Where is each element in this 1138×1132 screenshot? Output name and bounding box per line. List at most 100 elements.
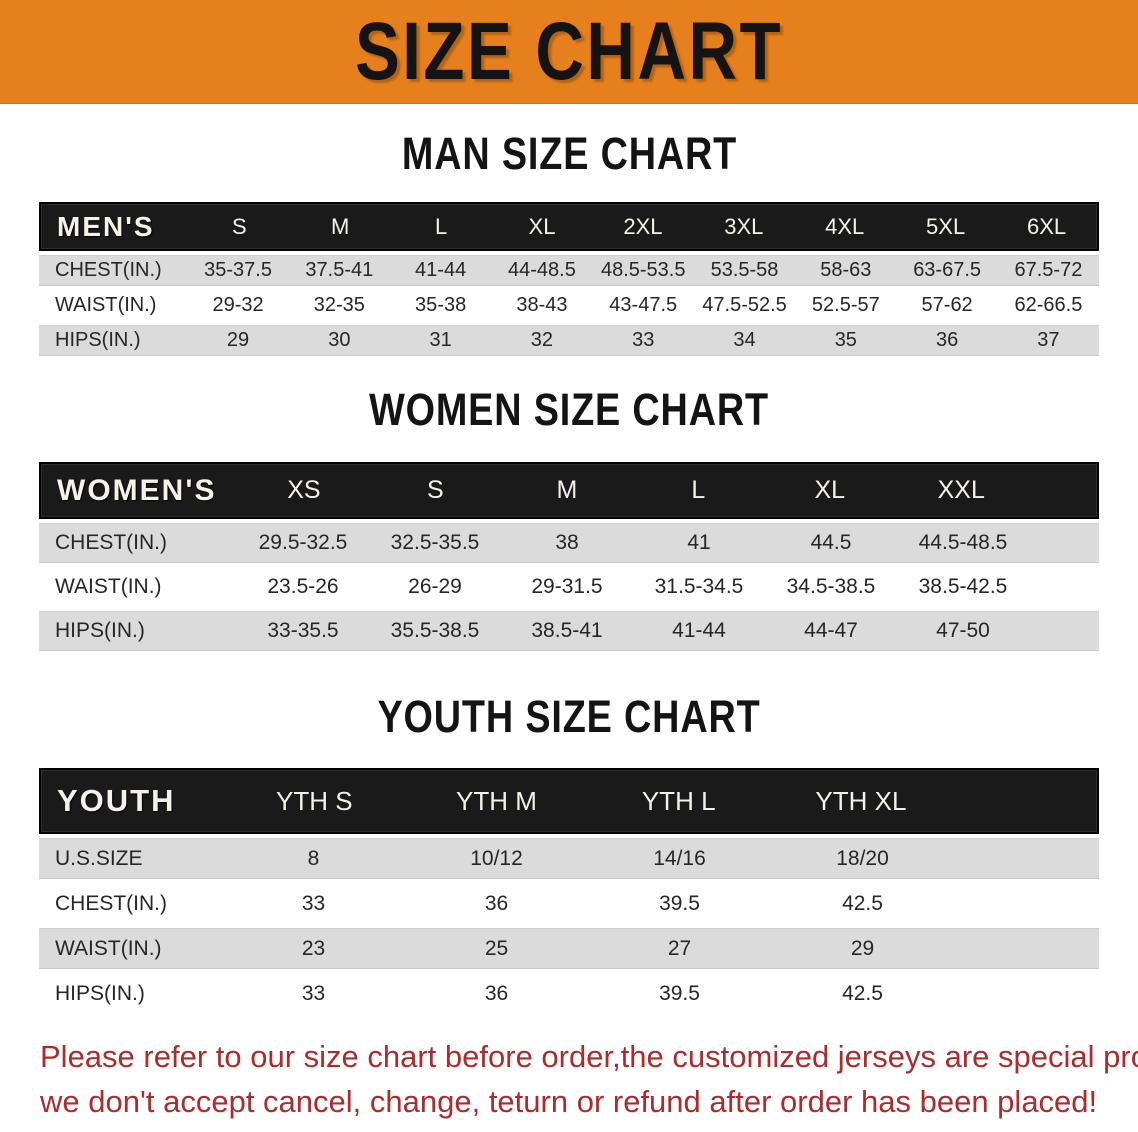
table-cell: 36 xyxy=(484,891,509,915)
table-cell: 14/16 xyxy=(653,846,706,870)
table-cell: 48.5-53.5 xyxy=(600,259,686,281)
table-cell: 44-47 xyxy=(804,619,858,642)
men-size-table: MEN'S S M L XL 2XL 3XL 4XL 5XL 6XL CHEST… xyxy=(39,202,1099,356)
table-cell: 53.5-58 xyxy=(710,259,779,281)
youth-size-table: YOUTH YTH S YTH M YTH L YTH XL U.S.SIZE … xyxy=(39,768,1099,1014)
table-cell: 39.5 xyxy=(659,981,700,1005)
youth-hips-row: HIPS(IN.) 33 36 39.5 42.5 xyxy=(39,973,1099,1014)
table-cell: 8 xyxy=(307,846,320,870)
row-label: U.S.SIZE xyxy=(55,846,143,870)
table-cell: 38.5-41 xyxy=(531,619,603,642)
table-cell: 31.5-34.5 xyxy=(654,575,744,598)
men-section: MAN SIZE CHART MEN'S S M L XL 2XL 3XL 4X… xyxy=(0,128,1138,356)
table-cell: 29 xyxy=(850,936,875,960)
table-cell: 39.5 xyxy=(659,891,700,915)
table-cell: 35-37.5 xyxy=(204,259,272,281)
table-cell: 34.5-38.5 xyxy=(786,575,876,598)
youth-chest-row: CHEST(IN.) 33 36 39.5 42.5 xyxy=(39,883,1099,924)
row-label: HIPS(IN.) xyxy=(55,981,145,1005)
table-cell: 18/20 xyxy=(836,846,889,870)
row-label: HIPS(IN.) xyxy=(55,619,145,642)
row-label: WAIST(IN.) xyxy=(55,936,162,960)
size-col-header: YTH L xyxy=(641,785,716,816)
youth-section: YOUTH SIZE CHART YOUTH YTH S YTH M YTH L… xyxy=(0,691,1138,1014)
table-cell: 32.5-35.5 xyxy=(390,531,480,554)
table-cell: 41-44 xyxy=(672,619,726,642)
table-cell: 44.5 xyxy=(810,531,852,554)
table-cell: 27 xyxy=(667,936,692,960)
row-label: CHEST(IN.) xyxy=(55,531,167,554)
women-table-title: WOMEN'S xyxy=(57,473,217,507)
table-cell: 41-44 xyxy=(415,259,467,281)
row-label: CHEST(IN.) xyxy=(55,259,162,281)
size-col-header: XL xyxy=(528,213,556,239)
women-chest-row: CHEST(IN.) 29.5-32.5 32.5-35.5 38 41 44.… xyxy=(39,523,1099,563)
table-cell: 44-48.5 xyxy=(508,259,576,281)
banner: SIZE CHART xyxy=(0,0,1138,104)
table-cell: 29.5-32.5 xyxy=(258,531,348,554)
table-cell: 47.5-52.5 xyxy=(702,294,787,316)
women-section: WOMEN SIZE CHART WOMEN'S XS S M L XL XXL… xyxy=(0,384,1138,651)
table-cell: 38 xyxy=(555,531,579,554)
women-hips-row: HIPS(IN.) 33-35.5 35.5-38.5 38.5-41 41-4… xyxy=(39,611,1099,651)
size-col-header: XXL xyxy=(937,476,985,504)
notice-line-2: we don't accept cancel, change, teturn o… xyxy=(40,1084,1098,1119)
women-heading-text: WOMEN SIZE CHART xyxy=(369,384,769,435)
women-waist-row: WAIST(IN.) 23.5-26 26-29 29-31.5 31.5-34… xyxy=(39,567,1099,607)
table-cell: 10/12 xyxy=(470,846,523,870)
table-cell: 31 xyxy=(429,329,452,351)
table-cell: 37.5-41 xyxy=(305,259,374,281)
table-cell: 35.5-38.5 xyxy=(390,619,480,642)
youth-heading-text: YOUTH SIZE CHART xyxy=(377,691,761,742)
size-col-header: S xyxy=(231,213,247,239)
women-size-table: WOMEN'S XS S M L XL XXL CHEST(IN.) 29.5-… xyxy=(39,462,1099,651)
table-cell: 29-32 xyxy=(212,294,264,316)
size-col-header: XL xyxy=(814,476,846,504)
size-col-header: 4XL xyxy=(825,213,865,239)
table-cell: 36 xyxy=(935,329,959,351)
size-col-header: L xyxy=(691,476,706,504)
row-label: CHEST(IN.) xyxy=(55,891,167,915)
table-cell: 30 xyxy=(328,329,351,351)
size-col-header: 5XL xyxy=(926,213,966,239)
table-cell: 52.5-57 xyxy=(811,294,880,316)
table-cell: 29 xyxy=(226,329,250,351)
table-cell: 33 xyxy=(301,891,326,915)
men-heading: MAN SIZE CHART xyxy=(0,128,1138,180)
table-cell: 35-38 xyxy=(415,294,467,316)
youth-table-title: YOUTH xyxy=(57,783,176,818)
women-table-header-row: WOMEN'S XS S M L XL XXL xyxy=(39,462,1099,519)
table-cell: 33-35.5 xyxy=(267,619,339,642)
table-cell: 29-31.5 xyxy=(531,575,603,598)
page-title: SIZE CHART xyxy=(354,5,784,97)
table-cell: 23 xyxy=(301,936,326,960)
table-cell: 38.5-42.5 xyxy=(918,575,1008,598)
men-waist-row: WAIST(IN.) 29-32 32-35 35-38 38-43 43-47… xyxy=(39,290,1099,321)
men-hips-row: HIPS(IN.) 29 30 31 32 33 34 35 36 37 xyxy=(39,325,1099,356)
size-col-header: M xyxy=(556,476,578,504)
table-cell: 32 xyxy=(530,329,554,351)
table-cell: 33 xyxy=(301,981,326,1005)
table-cell: 43-47.5 xyxy=(609,294,678,316)
table-cell: 36 xyxy=(484,981,509,1005)
table-cell: 42.5 xyxy=(842,891,883,915)
row-label: HIPS(IN.) xyxy=(55,329,141,351)
row-label: WAIST(IN.) xyxy=(55,294,157,316)
table-cell: 44.5-48.5 xyxy=(918,531,1008,554)
table-cell: 42.5 xyxy=(842,981,883,1005)
size-col-header: M xyxy=(331,213,350,239)
table-cell: 23.5-26 xyxy=(267,575,339,598)
table-cell: 57-62 xyxy=(921,294,973,316)
notice-line-1: Please refer to our size chart before or… xyxy=(40,1039,1138,1074)
men-heading-text: MAN SIZE CHART xyxy=(401,128,737,179)
size-col-header: 3XL xyxy=(724,213,764,239)
table-cell: 35 xyxy=(834,329,857,351)
women-heading: WOMEN SIZE CHART xyxy=(0,384,1138,436)
table-cell: 47-50 xyxy=(936,619,990,642)
youth-table-header-row: YOUTH YTH S YTH M YTH L YTH XL xyxy=(39,768,1099,834)
youth-heading: YOUTH SIZE CHART xyxy=(0,691,1138,743)
size-col-header: 6XL xyxy=(1026,213,1067,239)
table-cell: 38-43 xyxy=(516,294,568,316)
table-cell: 34 xyxy=(733,329,756,351)
